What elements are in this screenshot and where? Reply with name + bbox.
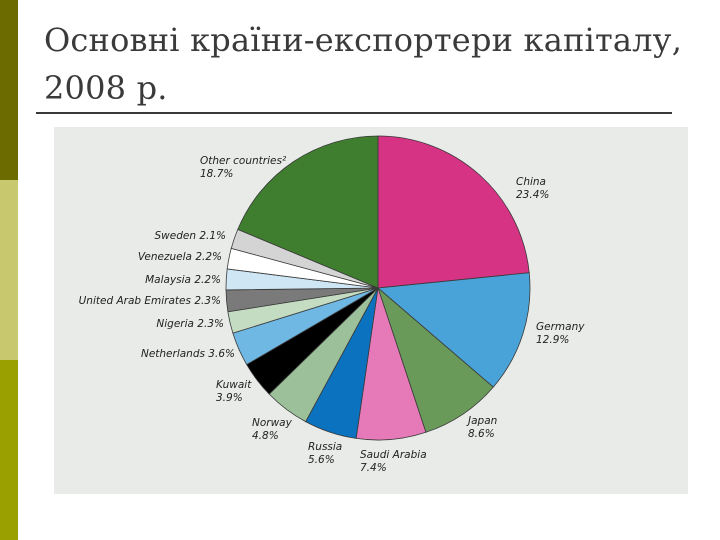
- slice-label: Saudi Arabia 7.4%: [360, 449, 427, 474]
- slice-label: Other countries² 18.7%: [200, 155, 287, 180]
- slide-title: Основні країни-експортери капіталу, 2008…: [44, 21, 683, 107]
- decor-strip-bottom: [0, 360, 18, 540]
- slice-label: Japan 8.6%: [466, 415, 497, 440]
- pie-slice-china: [377, 135, 530, 289]
- decor-strip-top: [0, 0, 18, 180]
- decor-strip-middle: [0, 180, 18, 360]
- pie-slice-other-countries: [237, 135, 379, 289]
- slice-label: United Arab Emirates 2.3%: [79, 295, 221, 307]
- slice-label: Sweden 2.1%: [154, 230, 226, 242]
- pie-slice-germany: [377, 272, 531, 388]
- slice-label: Russia 5.6%: [308, 441, 342, 466]
- slice-label: Netherlands 3.6%: [141, 348, 235, 360]
- slice-label: Norway 4.8%: [252, 417, 293, 442]
- slice-label: Malaysia 2.2%: [145, 274, 221, 286]
- slice-label: Germany 12.9%: [536, 321, 585, 346]
- slice-label: Nigeria 2.3%: [156, 318, 224, 330]
- slice-label: Kuwait 3.9%: [216, 379, 252, 404]
- slice-label: Venezuela 2.2%: [138, 251, 222, 263]
- title-divider: [36, 112, 672, 114]
- slice-label: China 23.4%: [516, 176, 549, 201]
